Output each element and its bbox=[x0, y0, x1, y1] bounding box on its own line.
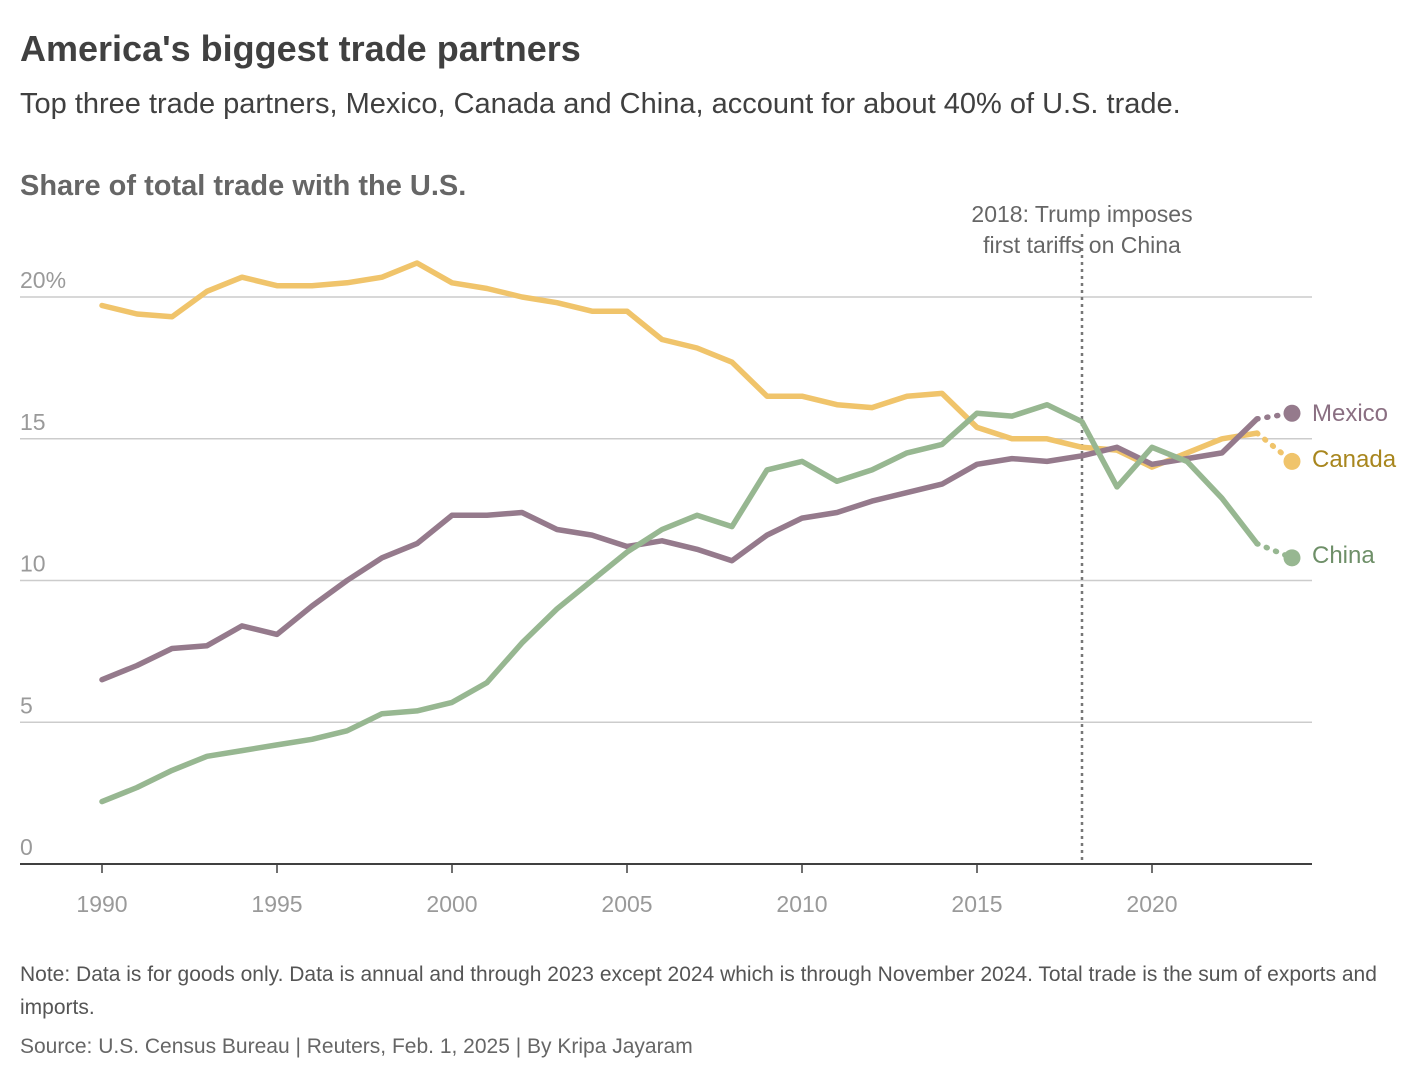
x-tick-label-2015: 2015 bbox=[951, 891, 1002, 917]
series-endpoint-china bbox=[1283, 549, 1301, 567]
annotation-2018: 2018: Trump imposes first tariffs on Chin… bbox=[971, 201, 1193, 864]
chart-subtitle: Top three trade partners, Mexico, Canada… bbox=[20, 88, 1181, 120]
x-tick-label-1990: 1990 bbox=[76, 891, 127, 917]
series-line-canada bbox=[99, 260, 1260, 470]
line-chart: 0 5 10 15 20% 1990 1995 2000 2005 2010 2015 2020 2… bbox=[20, 201, 1397, 917]
series-line-mexico bbox=[99, 416, 1260, 683]
y-axis-tick-labels: 0 5 10 15 20% bbox=[20, 267, 66, 860]
x-tick-label-2005: 2005 bbox=[601, 891, 652, 917]
x-tick-label-2020: 2020 bbox=[1126, 891, 1177, 917]
x-tick-label-1995: 1995 bbox=[251, 891, 302, 917]
y-tick-label-5: 5 bbox=[20, 692, 33, 718]
series-label-china: China bbox=[1312, 542, 1375, 569]
series-endpoint-mexico bbox=[1283, 404, 1301, 422]
chart-note: Note: Data is for goods only. Data is an… bbox=[20, 963, 1377, 1019]
chart-heading: Share of total trade with the U.S. bbox=[20, 170, 467, 202]
x-axis-tick-labels: 1990 1995 2000 2005 2010 2015 2020 bbox=[76, 864, 1178, 917]
annotation-text-line-1: 2018: Trump imposes bbox=[971, 201, 1192, 227]
y-tick-label-0: 0 bbox=[20, 834, 33, 860]
y-tick-label-15: 15 bbox=[20, 409, 46, 435]
series-label-canada: Canada bbox=[1312, 446, 1397, 473]
series-endpoint-canada bbox=[1283, 452, 1301, 470]
y-tick-label-10: 10 bbox=[20, 551, 46, 577]
series-label-mexico: Mexico bbox=[1312, 400, 1388, 427]
annotation-text-line-2: first tariffs on China bbox=[983, 232, 1181, 258]
series-lines bbox=[99, 260, 1301, 805]
y-tick-label-20: 20% bbox=[20, 267, 66, 293]
series-end-labels: Canada Mexico China bbox=[1312, 400, 1397, 569]
gridlines bbox=[20, 296, 1312, 865]
series-line-china bbox=[99, 401, 1260, 805]
chart-source: Source: U.S. Census Bureau | Reuters, Fe… bbox=[20, 1035, 693, 1058]
chart-title: America's biggest trade partners bbox=[20, 28, 581, 69]
x-tick-label-2010: 2010 bbox=[776, 891, 827, 917]
x-tick-label-2000: 2000 bbox=[426, 891, 477, 917]
